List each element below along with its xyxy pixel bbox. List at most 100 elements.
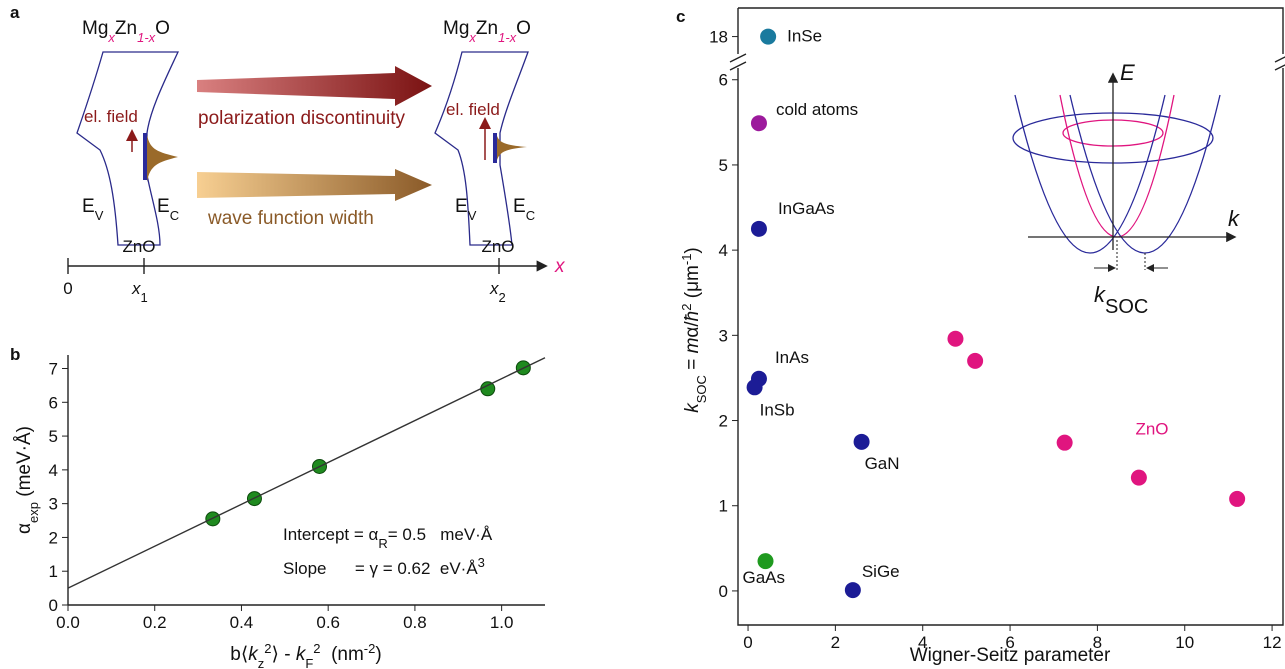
panel-a: a MgxZn1-xO MgxZn1-xO el. field EV EC el…	[10, 3, 566, 305]
data-point	[947, 330, 964, 347]
y-tick-label: 5	[49, 427, 58, 446]
x-tick-label: 10	[1175, 633, 1194, 652]
band-part: V	[468, 208, 477, 223]
dispersion	[1014, 94, 1166, 254]
point-label: SiGe	[862, 562, 900, 581]
band-part: C	[170, 208, 179, 223]
band-label: EC	[513, 196, 535, 223]
title-part: -2	[364, 641, 376, 656]
band-part: E	[455, 196, 468, 217]
y-tick-label: 4	[49, 461, 58, 480]
data-point	[750, 220, 767, 237]
quantum-well	[493, 133, 497, 163]
formula-part: O	[516, 18, 531, 39]
axis-tick-label: x1	[131, 279, 148, 305]
band-label: EC	[157, 196, 179, 223]
title-part: -1	[679, 254, 694, 266]
tick-part: 2	[499, 290, 506, 305]
band-part: E	[513, 196, 526, 217]
point-label: InSb	[760, 400, 795, 419]
band-label: EV	[82, 196, 104, 223]
formula-part: x	[468, 30, 476, 45]
band-part: E	[157, 196, 170, 217]
title-part: =	[682, 353, 703, 375]
wave-function	[147, 135, 178, 182]
field-label: el. field	[446, 100, 500, 119]
title-part: 2	[313, 641, 320, 656]
panel-label: a	[10, 3, 20, 22]
point-label: InSe	[787, 27, 822, 46]
title-part: k	[296, 644, 307, 665]
axis-label: x	[554, 256, 566, 277]
band-label: EV	[455, 196, 477, 223]
inset-part: SOC	[1105, 296, 1148, 318]
title-part: (nm	[321, 644, 364, 665]
inset-label: E	[1120, 60, 1135, 85]
x-tick-label: 0.2	[143, 613, 167, 632]
axis-tick-label: x2	[489, 279, 506, 305]
inset-label: kSOC	[1094, 282, 1148, 318]
title-part: z	[258, 656, 265, 669]
annotation: Intercept = αR= 0.5 meV·Å	[283, 525, 493, 551]
tick-part: x	[131, 279, 141, 298]
point-label: cold atoms	[776, 100, 858, 119]
y-tick-label: 2	[49, 528, 58, 547]
y-tick-label: 5	[719, 156, 728, 175]
big-arrow	[197, 66, 432, 106]
annotation-part: Slope = γ = 0.62 eV·Å	[283, 559, 478, 578]
x-tick-label: 12	[1263, 633, 1282, 652]
band-profile	[76, 51, 180, 246]
y-tick-label: 6	[719, 71, 728, 90]
arrow-label: wave function width	[207, 208, 374, 229]
title-part: α/	[682, 321, 703, 338]
x-tick-label: 1.0	[490, 613, 514, 632]
title-part: 2	[264, 641, 271, 656]
title-part: ⟩ -	[272, 644, 296, 665]
title-part: 2	[679, 304, 694, 311]
title-part: (μm	[682, 265, 703, 303]
x-tick-label: 2	[831, 633, 840, 652]
data-point	[967, 352, 984, 369]
annotation-part: 3	[478, 555, 485, 570]
data-point	[1130, 469, 1147, 486]
band-profile	[434, 51, 529, 246]
y-tick-label: 0	[49, 596, 58, 615]
band-part: C	[526, 208, 535, 223]
inset-part: k	[1094, 282, 1106, 307]
x-axis-title: b⟨kz2⟩ - kF2 (nm-2)	[230, 641, 381, 669]
panel-c: c kSOC = mα/ħ2 (μm-1) Wigner-Seitz param…	[676, 7, 1285, 666]
tick-part: x	[489, 279, 499, 298]
y-tick-label: 2	[719, 412, 728, 431]
title-part: )	[682, 247, 703, 253]
data-point	[844, 582, 861, 599]
y-axis-title: kSOC = mα/ħ2 (μm-1)	[679, 247, 709, 413]
annotation-part: Intercept = α	[283, 525, 379, 544]
title-part: b⟨	[230, 644, 248, 665]
dispersion	[1059, 94, 1175, 238]
y-tick-label: 7	[49, 360, 58, 379]
layer-label: ZnO	[122, 237, 155, 256]
axis-tick-label: 0	[63, 279, 72, 298]
panel-b: b αexp (meV·Å) b⟨kz2⟩ - kF2 (nm-2) Inter…	[10, 345, 545, 669]
point-label: GaN	[865, 454, 900, 473]
field-label: el. field	[84, 107, 138, 126]
quantum-well	[143, 133, 147, 180]
x-tick-label: 0.0	[56, 613, 80, 632]
formula-part: Zn	[476, 18, 498, 39]
y-tick-label: 1	[719, 497, 728, 516]
arrow-label: polarization discontinuity	[198, 108, 406, 129]
title-part: (meV·Å)	[14, 426, 35, 502]
y-tick-label: 4	[719, 241, 728, 260]
annotation: Slope = γ = 0.62 eV·Å3	[283, 555, 485, 579]
inset: E k kSOC	[1012, 60, 1240, 318]
title-part: m	[682, 338, 703, 354]
panel-label: c	[676, 7, 685, 26]
y-tick-label: 6	[49, 393, 58, 412]
data-point	[750, 115, 767, 132]
title-part: ħ	[682, 311, 703, 322]
data-point	[853, 433, 870, 450]
x-tick-label: 0.4	[230, 613, 254, 632]
title-part: α	[14, 523, 35, 534]
tick-part: 1	[141, 290, 148, 305]
